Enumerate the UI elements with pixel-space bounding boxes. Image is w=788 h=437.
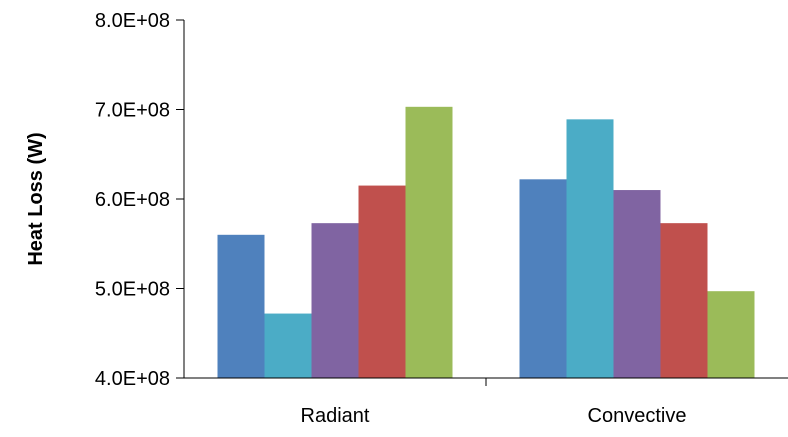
bar-convective-1	[519, 179, 567, 378]
bar-convective-5	[707, 291, 755, 378]
x-axis-ticks: Radiant Convective	[301, 378, 687, 427]
bar-convective-3	[613, 190, 661, 378]
y-tick-label: 7.0E+08	[95, 100, 170, 122]
bar-radiant-2	[264, 313, 312, 378]
bar-radiant-4	[358, 185, 406, 378]
bar-radiant-3	[311, 223, 359, 378]
bars	[217, 106, 755, 378]
bar-radiant-1	[217, 234, 265, 378]
y-tick-label: 6.0E+08	[95, 189, 170, 211]
y-axis-ticks: 4.0E+08 5.0E+08 6.0E+08 7.0E+08 8.0E+08	[95, 10, 184, 390]
y-tick-label: 4.0E+08	[95, 368, 170, 390]
bar-convective-2	[566, 119, 614, 378]
category-label: Convective	[588, 405, 687, 427]
y-tick-label: 8.0E+08	[95, 10, 170, 32]
bar-radiant-5	[405, 106, 453, 378]
bar-convective-4	[660, 223, 708, 378]
y-axis-title: Heat Loss (W)	[25, 132, 47, 265]
y-tick-label: 5.0E+08	[95, 279, 170, 301]
category-label: Radiant	[301, 405, 370, 427]
